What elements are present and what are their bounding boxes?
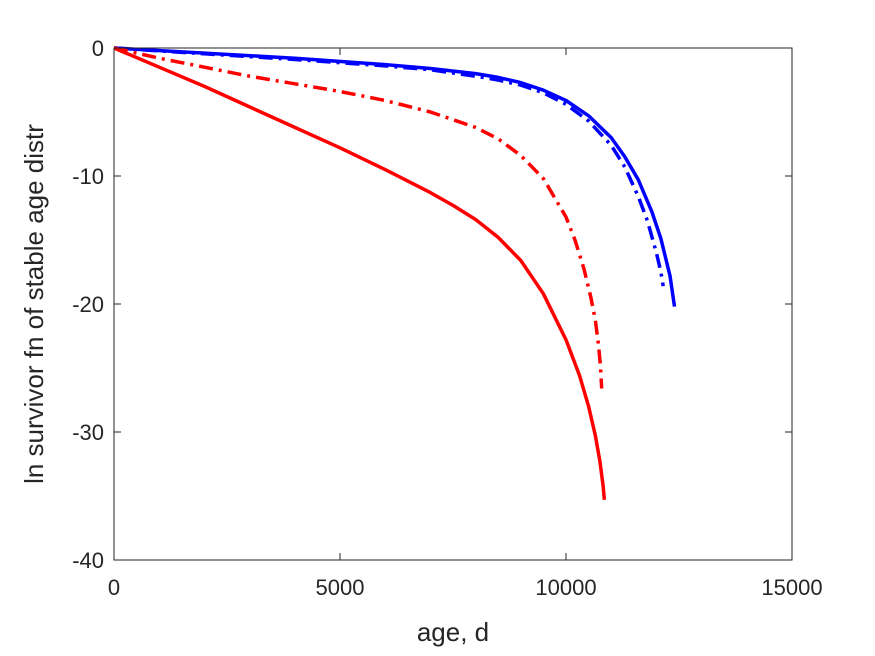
y-tick-label: -10 [72,164,104,189]
x-tick-label: 0 [108,575,120,600]
plot-area [114,48,792,560]
series-line-2 [113,46,665,287]
y-tick-label: -30 [72,420,104,445]
tick-layer: 0 5000 10000 15000 0 -10 -20 -30 -40 [72,36,822,600]
y-tick-label: -40 [72,548,104,573]
series-line-1 [113,46,677,307]
y-tick-label: 0 [92,36,104,61]
x-tick-label: 15000 [761,575,822,600]
x-tick-label: 10000 [535,575,596,600]
y-tick-label: -20 [72,292,104,317]
series-line-4 [113,46,604,389]
x-tick-label: 5000 [316,575,365,600]
series-line-3 [113,46,607,500]
y-axis-title: ln survivor fn of stable age distr [19,124,49,484]
x-axis-title: age, d [417,617,489,647]
series-layer [113,46,677,500]
